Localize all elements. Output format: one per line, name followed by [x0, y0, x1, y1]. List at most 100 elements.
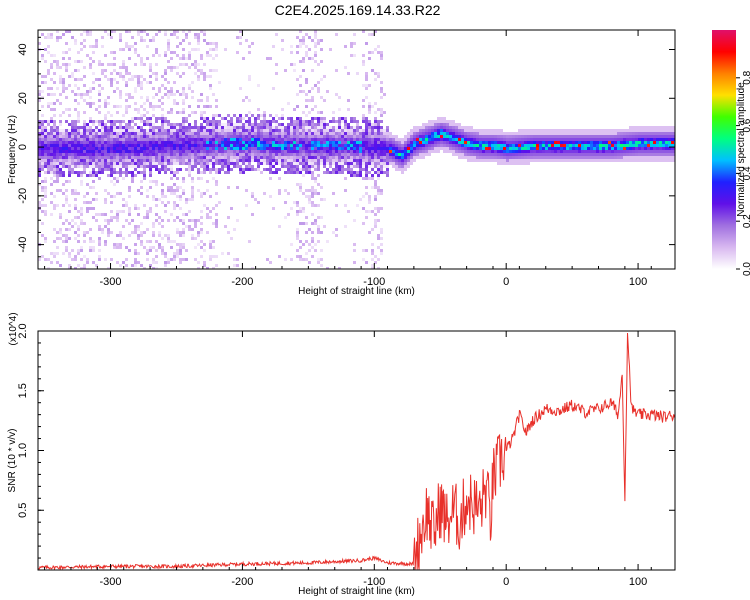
heatmap-cell-3839 [500, 150, 503, 153]
heatmap-cell-1416 [164, 117, 167, 120]
heatmap-cell-1912 [206, 159, 209, 162]
heatmap-cell-4226 [605, 141, 608, 144]
heatmap-cell-1871 [203, 132, 206, 135]
heatmap-cell-2296 [257, 126, 260, 129]
heatmap-cell-1979 [212, 168, 215, 171]
heatmap-cell-234 [59, 78, 62, 81]
heatmap-cell-4073 [563, 144, 566, 147]
heatmap-cell-2011 [215, 171, 218, 174]
heatmap-cell-2236 [248, 123, 251, 126]
heatmap-cell-1719 [188, 174, 191, 177]
heatmap-cell-4197 [596, 153, 599, 156]
heatmap-cell-3380 [383, 132, 386, 135]
heatmap-cell-214 [56, 153, 59, 156]
heatmap-cell-2607 [299, 126, 302, 129]
heatmap-cell-3609 [440, 126, 443, 129]
heatmap-cell-1956 [212, 42, 215, 45]
heatmap-cell-1618 [179, 252, 182, 255]
heatmap-cell-172 [53, 126, 56, 129]
heatmap-cell-2592 [296, 234, 299, 237]
heatmap-cell-168 [53, 108, 56, 111]
heatmap-cell-389 [71, 192, 74, 195]
heatmap-cell-967 [125, 81, 128, 84]
heatmap-cell-2690 [305, 168, 308, 171]
heatmap-cell-652 [95, 144, 98, 147]
heatmap-cell-3930 [524, 150, 527, 153]
heatmap-cell-1808 [197, 156, 200, 159]
heatmap-cell-4384 [647, 132, 650, 135]
heatmap-cell-2419 [275, 135, 278, 138]
heatmap-cell-2359 [266, 147, 269, 150]
heatmap-cell-4283 [620, 147, 623, 150]
heatmap-cell-574 [89, 66, 92, 69]
heatmap-cell-2496 [287, 129, 290, 132]
heatmap-cell-2810 [317, 63, 320, 66]
heatmap-cell-2299 [257, 135, 260, 138]
heatmap-cell-555 [86, 153, 89, 156]
heatmap-cell-977 [125, 132, 128, 135]
heatmap-cell-1596 [179, 132, 182, 135]
heatmap-cell-683 [98, 144, 101, 147]
heatmap-cell-510 [83, 99, 86, 102]
heatmap-cell-2520 [290, 129, 293, 132]
heatmap-cell-3321 [377, 153, 380, 156]
heatmap-cell-1105 [137, 108, 140, 111]
heatmap-cell-3924 [524, 132, 527, 135]
heatmap-cell-3711 [467, 135, 470, 138]
heatmap-cell-1384 [161, 135, 164, 138]
heatmap-cell-950 [122, 159, 125, 162]
heatmap-cell-3131 [359, 144, 362, 147]
heatmap-cell-3720 [470, 126, 473, 129]
heatmap-cell-3075 [350, 162, 353, 165]
heatmap-cell-1913 [206, 162, 209, 165]
heatmap-cell-151 [50, 162, 53, 165]
heatmap-cell-1190 [143, 159, 146, 162]
heatmap-cell-934 [122, 66, 125, 69]
heatmap-cell-2989 [338, 156, 341, 159]
heatmap-cell-1523 [173, 123, 176, 126]
heatmap-cell-1287 [152, 144, 155, 147]
heatmap-cell-791 [107, 231, 110, 234]
heatmap-cell-3034 [344, 189, 347, 192]
heatmap-cell-4131 [578, 153, 581, 156]
heatmap-cell-944 [122, 141, 125, 144]
heatmap-cell-2495 [287, 126, 290, 129]
heatmap-cell-2293 [257, 114, 260, 117]
heatmap-cell-2328 [260, 171, 263, 174]
heatmap-cell-1735 [191, 138, 194, 141]
heatmap-cell-3496 [410, 144, 413, 147]
heatmap-cell-2967 [335, 162, 338, 165]
heatmap-cell-4202 [599, 135, 602, 138]
heatmap-cell-3315 [377, 135, 380, 138]
heatmap-cell-138 [50, 120, 53, 123]
heatmap-cell-4012 [545, 159, 548, 162]
heatmap-cell-2805 [314, 222, 317, 225]
heatmap-cell-4188 [593, 159, 596, 162]
heatmap-cell-2831 [317, 165, 320, 168]
heatmap-cell-1288 [152, 147, 155, 150]
heatmap-cell-2549 [293, 144, 296, 147]
heatmap-cell-160 [50, 252, 53, 255]
heatmap-cell-1051 [131, 159, 134, 162]
heatmap-cell-3151 [362, 117, 365, 120]
heatmap-cell-3212 [368, 105, 371, 108]
heatmap-cell-567 [86, 258, 89, 261]
heatmap-cell-1122 [137, 171, 140, 174]
heatmap-cell-1336 [155, 213, 158, 216]
heatmap-cell-3728 [470, 150, 473, 153]
heatmap-cell-3849 [503, 147, 506, 150]
heatmap-cell-413 [74, 150, 77, 153]
heatmap-cell-777 [107, 144, 110, 147]
heatmap-cell-2401 [272, 147, 275, 150]
heatmap-cell-3214 [368, 111, 371, 114]
heatmap-cell-4306 [626, 150, 629, 153]
heatmap-cell-3573 [431, 123, 434, 126]
heatmap-cell-2067 [224, 138, 227, 141]
heatmap-cell-1600 [179, 144, 182, 147]
heatmap-cell-1327 [155, 156, 158, 159]
heatmap-cell-3982 [539, 135, 542, 138]
heatmap-cell-3166 [362, 168, 365, 171]
heatmap-cell-166 [53, 93, 56, 96]
bot-y-multiplier: (x10^4) [8, 312, 19, 345]
heatmap-cell-1299 [152, 225, 155, 228]
